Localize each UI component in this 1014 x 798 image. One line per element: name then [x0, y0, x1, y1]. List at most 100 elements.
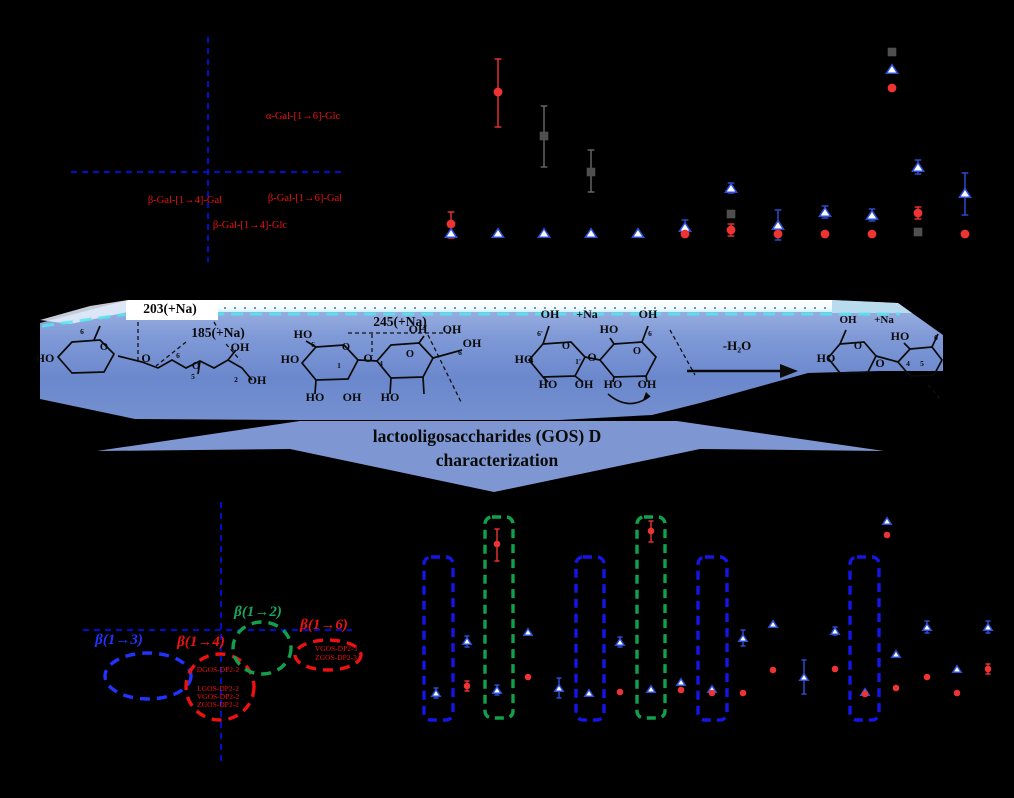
structure-label: O: [854, 341, 862, 352]
data-point-triangle: [911, 161, 925, 173]
arrow-shape: [97, 421, 884, 492]
data-point-circle: [913, 208, 923, 218]
structure-label: OH: [639, 307, 658, 321]
data-point-circle: [984, 665, 992, 673]
structure-label: HO: [381, 390, 400, 404]
structure-label: 185(+Na): [191, 325, 244, 340]
arrow-title-line1: lactooligosaccharides (GOS) D: [373, 426, 601, 446]
structure-label: O: [342, 342, 350, 353]
data-point-circle: [647, 527, 655, 535]
structure-label: 1: [337, 361, 341, 370]
data-point-triangle: [958, 187, 972, 199]
structure-label: 4: [906, 359, 910, 368]
data-point-circle: [861, 690, 869, 698]
linkage-group-ellipse: [103, 651, 193, 701]
structure-label: 6': [537, 329, 543, 338]
band-white-strip: [128, 300, 832, 312]
data-point-triangle: [537, 227, 551, 239]
data-point-circle: [867, 229, 877, 239]
panel-dp2-standards-pca: α-Gal-[1→6]-Glc β-Gal-[1→4]-Gal β-Gal-[1→6…: [71, 37, 342, 262]
annotation-label: ZGOS-DP2-3: [315, 653, 357, 662]
ch2-stub: [528, 325, 649, 383]
callout-dashes: [137, 321, 942, 405]
data-point-circle: [923, 673, 931, 681]
curved-arrowhead: [643, 392, 650, 400]
data-point-circle: [831, 665, 839, 673]
structure-label: OH: [248, 373, 267, 387]
linkage-group-box: [635, 515, 667, 720]
band-white-strip-right: [832, 300, 912, 313]
data-point-square: [913, 227, 923, 237]
structure-label: 6: [176, 351, 180, 360]
structure-label: +Na: [874, 314, 894, 326]
data-point-circle: [524, 673, 532, 681]
annotation-label: β-Gal-[1→4]-Glc: [213, 220, 287, 231]
data-point-triangle: [724, 182, 738, 194]
data-point-circle: [887, 83, 897, 93]
data-point-triangle: [491, 685, 503, 694]
data-point-circle: [493, 87, 503, 97]
structure-label: O: [633, 346, 641, 357]
structure-label: HO: [891, 329, 910, 343]
data-point-triangle: [737, 633, 749, 642]
annotation-label: β(1→2): [233, 604, 282, 620]
data-point-circle: [892, 684, 900, 692]
gos-characterization-arrow: lactooligosaccharides (GOS) D characteri…: [97, 421, 884, 492]
structure-label: 245(+Na): [373, 314, 426, 329]
structure-label: 6: [648, 329, 652, 338]
data-point-triangle: [444, 227, 458, 239]
data-point-square: [586, 167, 596, 177]
data-point-circle: [616, 688, 624, 696]
data-point-circle: [739, 689, 747, 697]
structure-label: HO: [817, 351, 836, 365]
structure-label: 4: [379, 359, 383, 368]
data-point-triangle: [522, 627, 534, 636]
data-point-triangle: [890, 649, 902, 658]
structure-label: HO: [36, 351, 55, 365]
data-point-triangle: [881, 516, 893, 525]
structure-label: HO: [604, 377, 623, 391]
structure-label: OH: [443, 322, 462, 336]
linkage-group-box: [483, 515, 515, 720]
structure-label: OH: [463, 336, 482, 350]
annotation-label: β(1→4): [176, 634, 225, 650]
curved-arrow: [607, 393, 651, 405]
data-point-circle: [680, 229, 690, 239]
structure-label: OH: [231, 340, 250, 354]
structure-label: 2: [234, 375, 238, 384]
legend: [885, 47, 899, 93]
data-point-circle: [677, 686, 685, 694]
data-point-triangle: [798, 672, 810, 681]
structure-label: O: [192, 361, 200, 372]
data-point-triangle: [645, 684, 657, 693]
structure-label: O: [562, 341, 570, 352]
data-point-circle: [726, 225, 736, 235]
annotation-label: LGOS-DP2-2: [197, 684, 239, 693]
structure-label: 5: [191, 372, 195, 381]
structure-label: OH: [343, 390, 362, 404]
structure-label: 6: [311, 340, 315, 349]
annotation-label: β-Gal-[1→4]-Gal: [148, 195, 222, 206]
structure-label: HO: [515, 352, 534, 366]
data-point-circle: [769, 666, 777, 674]
linkage-group-box: [848, 555, 881, 722]
structure-label: O: [875, 356, 884, 370]
glyco-bond: [584, 356, 601, 361]
glyco-bond: [875, 355, 899, 363]
data-point-triangle: [553, 683, 565, 692]
arrow-title-line2: characterization: [436, 450, 559, 470]
annotation-label: VGOS-DP2-3: [315, 644, 358, 653]
structure-label: O: [406, 349, 414, 360]
data-point-triangle: [631, 227, 645, 239]
annotation-label: α-Gal-[1→6]-Glc: [266, 111, 341, 122]
linkage-group-ellipse: [293, 638, 363, 672]
sugar-rings: [56, 325, 944, 405]
data-point-triangle: [771, 219, 785, 231]
data-point-triangle: [885, 63, 899, 75]
data-point-triangle: [430, 688, 442, 697]
ch2-stub: [839, 329, 939, 350]
band-body: [40, 300, 943, 420]
sugar-ring: [56, 339, 116, 374]
band-structure-labels: 203(+Na)185(+Na)245(+Na) OH +Na OH-H₂OHOO6O…: [36, 301, 938, 404]
